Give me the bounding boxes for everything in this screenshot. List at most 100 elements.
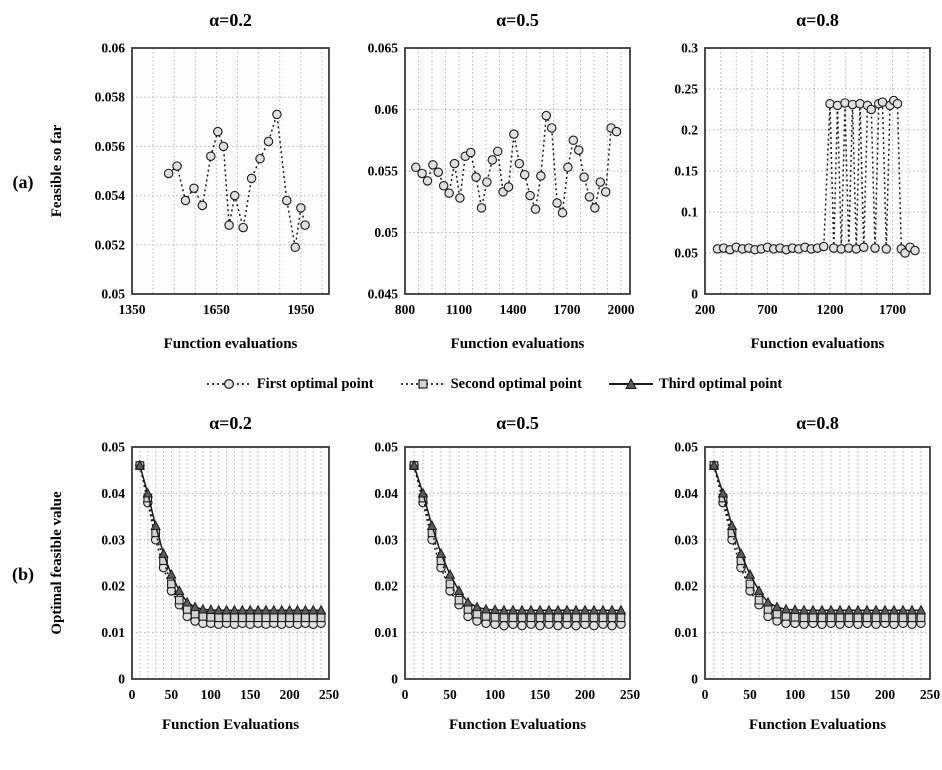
svg-text:0: 0: [702, 687, 709, 702]
svg-text:150: 150: [529, 687, 550, 702]
svg-text:200: 200: [695, 302, 716, 317]
svg-text:α=0.2: α=0.2: [209, 413, 252, 433]
legend-item-second-optimal: Second optimal point: [400, 376, 582, 393]
svg-text:100: 100: [785, 687, 806, 702]
row-b: (b) 0 50 100 150 200 250 0 0.01 0.02 0.03 0.04 0.05…: [0, 407, 942, 742]
svg-text:0.3: 0.3: [681, 41, 698, 56]
svg-text:1700: 1700: [553, 302, 580, 317]
chart-feasible-alpha-0.5: 800 1100 1400 1700 2000 0.045 0.05 0.055 0.06 0.0…: [347, 4, 642, 361]
svg-text:Function evaluations: Function evaluations: [450, 336, 584, 352]
chart-svg-b-alpha-0.5: 0 50 100 150 200 250 0 0.01 0.02 0.03 0.04 0.05 α=0.…: [374, 413, 640, 733]
svg-text:0.058: 0.058: [95, 90, 126, 105]
chart-optimal-alpha-0.2: 0 50 100 150 200 250 0 0.01 0.02 0.03 0.04 0.05 α=0.…: [46, 407, 341, 742]
svg-text:0.02: 0.02: [674, 579, 698, 594]
svg-text:1950: 1950: [287, 302, 314, 317]
svg-text:0.05: 0.05: [101, 440, 125, 455]
svg-text:100: 100: [201, 687, 222, 702]
svg-text:α=0.5: α=0.5: [496, 413, 539, 433]
chart-svg-a-alpha-0.5: 800 1100 1400 1700 2000 0.045 0.05 0.055 0.06 0.0…: [367, 10, 634, 352]
svg-text:800: 800: [394, 302, 415, 317]
circle-marker-icon: [206, 377, 252, 391]
row-a-charts: 1350 1650 1950 0.05 0.052 0.054 0.056 0.058 0.06…: [46, 4, 942, 361]
square-marker-icon: [400, 377, 446, 391]
svg-text:0.05: 0.05: [101, 287, 125, 302]
svg-text:0.1: 0.1: [681, 205, 698, 220]
svg-text:1100: 1100: [445, 302, 472, 317]
svg-text:0.03: 0.03: [374, 532, 398, 547]
chart-feasible-alpha-0.2: 1350 1650 1950 0.05 0.052 0.054 0.056 0.058 0.06…: [46, 4, 341, 361]
svg-text:1350: 1350: [119, 302, 146, 317]
svg-text:0.065: 0.065: [367, 41, 398, 56]
chart-svg-b-alpha-0.8: 0 50 100 150 200 250 0 0.01 0.02 0.03 0.04 0.05 α=0.…: [674, 413, 941, 733]
legend: First optimal point Second optimal point…: [46, 363, 942, 405]
svg-text:1200: 1200: [817, 302, 844, 317]
row-b-label: (b): [12, 564, 34, 584]
svg-text:0.02: 0.02: [101, 579, 125, 594]
svg-text:0.04: 0.04: [101, 486, 125, 501]
svg-text:0.03: 0.03: [674, 532, 698, 547]
svg-text:0.05: 0.05: [374, 225, 398, 240]
chart-svg-b-alpha-0.2: 0 50 100 150 200 250 0 0.01 0.02 0.03 0.04 0.05 α=0.…: [49, 413, 340, 733]
svg-text:0: 0: [401, 687, 408, 702]
svg-text:Function Evaluations: Function Evaluations: [162, 717, 299, 733]
svg-text:0.06: 0.06: [374, 102, 398, 117]
svg-text:0.05: 0.05: [674, 246, 698, 261]
legend-label-second-optimal: Second optimal point: [450, 375, 582, 392]
svg-text:50: 50: [443, 687, 457, 702]
chart-optimal-alpha-0.8: 0 50 100 150 200 250 0 0.01 0.02 0.03 0.04 0.05 α=0.…: [647, 407, 942, 742]
svg-text:Function Evaluations: Function Evaluations: [448, 717, 585, 733]
svg-text:250: 250: [920, 687, 941, 702]
svg-text:200: 200: [574, 687, 595, 702]
svg-text:0: 0: [391, 672, 398, 687]
chart-svg-a-alpha-0.8: 200 700 1200 1700 0 0.05 0.1 0.15 0.2 0.25 0.3 α=0.…: [674, 10, 931, 352]
svg-text:0: 0: [691, 672, 698, 687]
svg-text:0: 0: [129, 687, 136, 702]
svg-text:0.052: 0.052: [95, 237, 126, 252]
triangle-marker-icon: [608, 377, 654, 391]
svg-text:50: 50: [165, 687, 179, 702]
svg-text:1700: 1700: [879, 302, 906, 317]
svg-text:0.02: 0.02: [374, 579, 398, 594]
chart-optimal-alpha-0.5: 0 50 100 150 200 250 0 0.01 0.02 0.03 0.04 0.05 α=0.…: [347, 407, 642, 742]
svg-text:Feasible so far: Feasible so far: [49, 124, 65, 217]
legend-label-first-optimal: First optimal point: [256, 375, 374, 392]
svg-text:0.15: 0.15: [674, 164, 698, 179]
svg-text:Optimal feasible value: Optimal feasible value: [49, 491, 65, 635]
svg-text:100: 100: [484, 687, 505, 702]
row-a: (a) 1350 1650 1950 0.05 0.052 0.054 0.056 0.058…: [0, 4, 942, 361]
svg-text:α=0.8: α=0.8: [796, 10, 839, 30]
svg-text:2000: 2000: [607, 302, 634, 317]
svg-text:200: 200: [279, 687, 300, 702]
svg-text:0.054: 0.054: [95, 188, 126, 203]
svg-text:0.05: 0.05: [674, 440, 698, 455]
svg-text:0.05: 0.05: [374, 440, 398, 455]
svg-text:700: 700: [757, 302, 778, 317]
svg-text:1400: 1400: [499, 302, 526, 317]
svg-text:250: 250: [319, 687, 340, 702]
svg-text:Function evaluations: Function evaluations: [164, 336, 298, 352]
svg-text:0.01: 0.01: [101, 625, 125, 640]
svg-text:0.01: 0.01: [374, 625, 398, 640]
svg-text:200: 200: [875, 687, 896, 702]
row-b-charts: 0 50 100 150 200 250 0 0.01 0.02 0.03 0.04 0.05 α=0.…: [46, 407, 942, 742]
svg-text:0.04: 0.04: [374, 486, 398, 501]
chart-feasible-alpha-0.8: 200 700 1200 1700 0 0.05 0.1 0.15 0.2 0.25 0.3 α=0.…: [647, 4, 942, 361]
legend-item-third-optimal: Third optimal point: [608, 376, 782, 393]
legend-item-first-optimal: First optimal point: [206, 376, 374, 393]
svg-text:0.01: 0.01: [674, 625, 698, 640]
svg-text:α=0.8: α=0.8: [796, 413, 839, 433]
chart-svg-a-alpha-0.2: 1350 1650 1950 0.05 0.052 0.054 0.056 0.058 0.06…: [49, 10, 330, 352]
svg-text:0: 0: [118, 672, 125, 687]
svg-text:0.03: 0.03: [101, 532, 125, 547]
svg-text:0.25: 0.25: [674, 82, 698, 97]
svg-text:0.045: 0.045: [367, 287, 398, 302]
svg-text:150: 150: [830, 687, 851, 702]
svg-text:250: 250: [619, 687, 640, 702]
svg-text:0: 0: [691, 287, 698, 302]
svg-text:0.06: 0.06: [101, 41, 125, 56]
svg-text:0.056: 0.056: [95, 139, 126, 154]
svg-text:0.055: 0.055: [367, 164, 398, 179]
svg-text:0.04: 0.04: [674, 486, 698, 501]
row-a-label: (a): [12, 172, 34, 192]
